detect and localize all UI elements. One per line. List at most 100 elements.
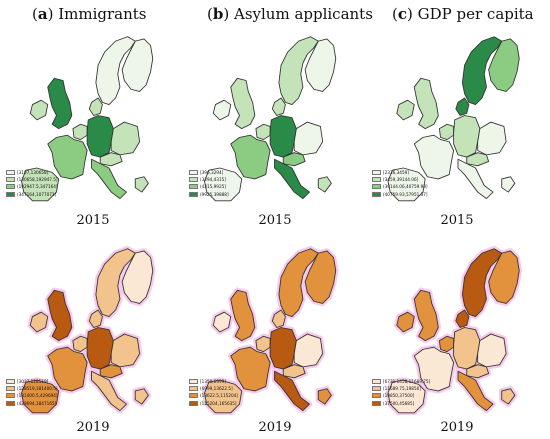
- legend-asylum-2015: [396,3294] (3294,4315] (4315,9925] (9925,39…: [189, 169, 229, 198]
- legend-label: (115204,165635]: [200, 400, 237, 406]
- region-italy: [274, 370, 310, 412]
- region-france: [47, 346, 88, 392]
- legend-gdp-2019: [6731.1458,11689.75] (11689.75,19850] (198…: [372, 378, 430, 407]
- legend-swatch: [372, 393, 381, 399]
- title-gdp-per-capita: (c) GDP per capita: [392, 5, 534, 23]
- legend-label: [1350,6999]: [200, 379, 226, 385]
- region-benelux: [438, 123, 455, 140]
- panel-gdp-2019: [6731.1458,11689.75] (11689.75,19850] (198…: [366, 240, 550, 415]
- panel-gdp-2015: [2336,3459] (3459,39144.06] (39144.06,4075…: [366, 28, 550, 203]
- legend-row: (6999,13622.5]: [189, 385, 238, 392]
- region-uk: [47, 289, 73, 342]
- region-italy: [91, 370, 127, 412]
- legend-swatch: [189, 400, 198, 406]
- panel-asylum-2019: [1350,6999] (6999,13622.5] (13622.5,115204…: [183, 240, 366, 415]
- legend-row: (4315,9925]: [189, 183, 229, 190]
- legend-label: (6999,13622.5]: [200, 386, 233, 392]
- panel-immigrants-2015: [3107,130658] (130658,192947.5] (192947.5,…: [0, 28, 183, 203]
- region-nordic: [461, 248, 503, 317]
- legend-row: [3107,130658]: [6, 169, 58, 176]
- region-finland: [488, 38, 520, 92]
- legend-label: [3107,130658]: [17, 170, 49, 176]
- region-iberia: [21, 379, 60, 414]
- legend-swatch: [6, 184, 15, 190]
- region-nordic: [95, 248, 136, 317]
- legend-row: (115204,165635]: [189, 400, 238, 407]
- legend-label: (3459,39144.06]: [383, 177, 419, 183]
- legend-label: (429694,1847165]: [17, 400, 57, 406]
- legend-label: (40759.93,57951.37]: [383, 191, 428, 197]
- legend-swatch: [6, 400, 15, 406]
- legend-swatch: [189, 191, 198, 197]
- legend-swatch: [6, 386, 15, 392]
- region-iberia: [387, 379, 426, 414]
- legend-swatch: [372, 191, 381, 197]
- region-east: [293, 333, 324, 368]
- legend-swatch: [6, 177, 15, 183]
- region-germany: [269, 115, 297, 158]
- region-nordic: [461, 36, 503, 105]
- legend-gdp-2015: [2336,3459] (3459,39144.06] (39144.06,4075…: [372, 169, 428, 198]
- region-uk: [47, 77, 73, 130]
- region-finland: [121, 250, 154, 304]
- region-ireland: [29, 99, 49, 121]
- legend-label: (347164,1077073]: [17, 191, 57, 197]
- region-france: [413, 346, 455, 392]
- legend-row: (37500,45685]: [372, 400, 430, 407]
- region-greece: [501, 388, 516, 405]
- legend-asylum-2019: [1350,6999] (6999,13622.5] (13622.5,115204…: [189, 378, 238, 407]
- year-label-immigrants-2019: 2019: [76, 420, 110, 435]
- map-asylum-2015: [204, 36, 337, 202]
- legend-immigrants-2019: [3037,128519] (128519,181400.5] (181400.5,…: [6, 378, 58, 407]
- region-benelux: [72, 123, 88, 140]
- legend-swatch: [189, 170, 198, 176]
- legend-row: [6731.1458,11689.75]: [372, 378, 430, 385]
- legend-label: (39144.06,40759.93]: [383, 184, 428, 190]
- legend-label: [2336,3459]: [383, 170, 409, 176]
- legend-row: (192947.5,347164]: [6, 183, 58, 190]
- region-benelux: [255, 123, 271, 140]
- legend-swatch: [372, 400, 381, 406]
- region-finland: [121, 38, 154, 92]
- region-france: [413, 134, 455, 180]
- legend-swatch: [6, 191, 15, 197]
- legend-row: (3459,39144.06]: [372, 176, 428, 183]
- region-france: [230, 134, 271, 180]
- region-east: [110, 121, 141, 156]
- legend-label: (130658,192947.5]: [17, 177, 58, 183]
- map-asylum-2019: [201, 246, 339, 415]
- region-denmark: [88, 309, 103, 328]
- legend-label: (181400.5,429694]: [17, 393, 58, 399]
- region-iberia: [204, 379, 243, 414]
- legend-row: [2336,3459]: [372, 169, 428, 176]
- region-east: [293, 121, 324, 156]
- region-ireland: [212, 311, 232, 333]
- legend-label: (128519,181400.5]: [17, 386, 58, 392]
- region-finland: [488, 250, 520, 304]
- legend-swatch: [372, 379, 381, 385]
- region-ireland: [212, 99, 232, 121]
- region-greece: [134, 176, 149, 193]
- year-label-gdp-2019: 2019: [440, 420, 474, 435]
- legend-row: (347164,1077073]: [6, 191, 58, 198]
- region-uk: [230, 289, 256, 342]
- region-greece: [134, 388, 149, 405]
- legend-row: (130658,192947.5]: [6, 176, 58, 183]
- title-immigrants: (a) Immigrants: [32, 5, 147, 23]
- legend-label: (9925,39888]: [200, 191, 229, 197]
- region-nordic: [278, 36, 319, 105]
- legend-swatch: [6, 170, 15, 176]
- legend-row: (128519,181400.5]: [6, 385, 58, 392]
- region-denmark: [271, 309, 286, 328]
- map-immigrants-2015: [21, 36, 154, 202]
- legend-row: [1350,6999]: [189, 378, 238, 385]
- legend-row: (429694,1847165]: [6, 400, 58, 407]
- legend-swatch: [6, 379, 15, 385]
- legend-label: (13622.5,115204]: [200, 393, 238, 399]
- legend-row: (40759.93,57951.37]: [372, 191, 428, 198]
- legend-swatch: [372, 170, 381, 176]
- legend-row: (11689.75,19850]: [372, 385, 430, 392]
- region-greece: [501, 176, 516, 193]
- year-label-immigrants-2015: 2015: [76, 213, 110, 228]
- region-denmark: [455, 97, 470, 116]
